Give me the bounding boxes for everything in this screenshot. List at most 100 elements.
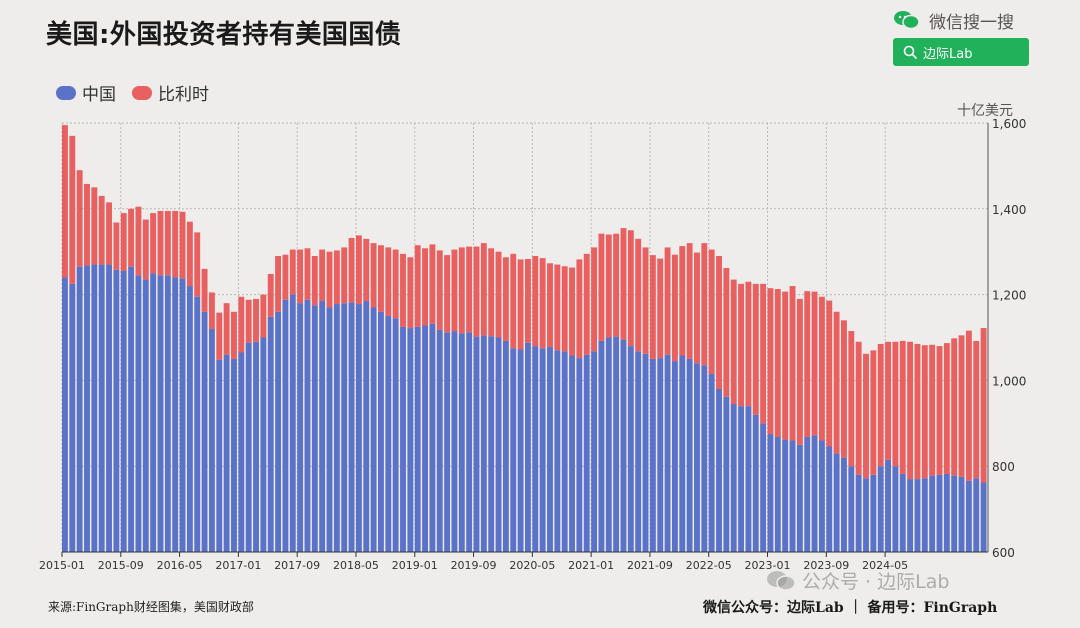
bar-china bbox=[488, 336, 495, 552]
bar-china bbox=[848, 466, 855, 552]
bar-china bbox=[363, 301, 370, 552]
bar-belgium bbox=[569, 267, 575, 356]
bar-china bbox=[62, 277, 68, 552]
wechat-search-text: 边际Lab bbox=[923, 46, 973, 62]
bar-belgium bbox=[576, 259, 583, 359]
bar-china bbox=[818, 440, 825, 552]
bar-china bbox=[341, 303, 348, 552]
bar-belgium bbox=[216, 312, 223, 360]
bar-china bbox=[694, 363, 700, 552]
bar-china bbox=[267, 316, 274, 552]
bar-china bbox=[150, 273, 157, 552]
bar-china bbox=[525, 342, 531, 552]
bar-belgium bbox=[319, 249, 326, 302]
bar-china bbox=[436, 329, 443, 552]
bar-belgium bbox=[466, 246, 473, 333]
y-tick-label: 600 bbox=[992, 546, 1015, 560]
bar-belgium bbox=[289, 249, 296, 295]
bar-china bbox=[208, 328, 215, 552]
bar-belgium bbox=[767, 288, 774, 435]
wechat-search-button[interactable]: 边际Lab bbox=[893, 38, 1029, 66]
bar-china bbox=[370, 307, 377, 552]
bar-china bbox=[679, 355, 686, 552]
bar-belgium bbox=[649, 255, 656, 359]
bar-china bbox=[796, 444, 803, 552]
bar-china bbox=[311, 305, 318, 552]
x-tick-label: 2022-05 bbox=[686, 559, 732, 572]
bar-china bbox=[260, 337, 267, 552]
bar-belgium bbox=[62, 125, 68, 278]
bar-china bbox=[664, 354, 671, 552]
bar-belgium bbox=[782, 291, 789, 440]
bar-china bbox=[319, 301, 326, 552]
bar-china bbox=[297, 303, 304, 552]
bar-china bbox=[502, 340, 509, 552]
bar-china bbox=[745, 406, 752, 552]
bar-belgium bbox=[326, 251, 333, 308]
bar-belgium bbox=[120, 213, 127, 272]
bar-china bbox=[275, 311, 282, 552]
bar-china bbox=[782, 439, 789, 552]
bar-belgium bbox=[69, 135, 76, 284]
bar-belgium bbox=[297, 249, 304, 304]
x-tick-label: 2024-05 bbox=[862, 559, 908, 572]
bar-china bbox=[495, 337, 502, 552]
bar-china bbox=[76, 266, 83, 552]
bar-china bbox=[201, 311, 208, 552]
bar-belgium bbox=[907, 341, 914, 480]
x-tick-label: 2021-01 bbox=[568, 559, 614, 572]
bar-china bbox=[98, 264, 105, 552]
watermark-text: 公众号 · 边际Lab bbox=[802, 571, 950, 593]
bar-belgium bbox=[973, 340, 980, 479]
x-tick-label: 2019-09 bbox=[451, 559, 497, 572]
bar-belgium bbox=[841, 320, 847, 458]
bar-china bbox=[591, 351, 598, 552]
bar-belgium bbox=[378, 245, 384, 312]
bar-china bbox=[855, 474, 862, 552]
bar-china bbox=[113, 269, 120, 552]
bar-china bbox=[716, 388, 722, 552]
bar-china bbox=[921, 478, 928, 552]
bar-china bbox=[943, 473, 950, 552]
bar-belgium bbox=[392, 249, 399, 319]
bar-belgium bbox=[804, 291, 811, 438]
bar-china bbox=[841, 457, 847, 552]
x-tick-label: 2019-01 bbox=[392, 559, 438, 572]
bar-belgium bbox=[539, 258, 546, 349]
bar-belgium bbox=[877, 343, 884, 467]
bar-china bbox=[157, 275, 164, 552]
wechat-search-header[interactable]: 微信搜一搜 bbox=[893, 8, 1033, 33]
bar-belgium bbox=[208, 292, 215, 329]
bar-belgium bbox=[444, 255, 451, 333]
bar-belgium bbox=[679, 246, 686, 356]
bar-belgium bbox=[142, 219, 149, 280]
bar-belgium bbox=[164, 210, 171, 276]
bar-belgium bbox=[965, 330, 972, 481]
x-tick-label: 2017-09 bbox=[274, 559, 320, 572]
bar-belgium bbox=[701, 243, 708, 366]
bar-china bbox=[965, 480, 972, 552]
bar-china bbox=[539, 348, 546, 552]
bar-belgium bbox=[848, 331, 855, 467]
bar-belgium bbox=[591, 247, 598, 352]
bar-belgium bbox=[400, 253, 406, 327]
bar-china bbox=[885, 459, 891, 552]
bar-belgium bbox=[91, 187, 98, 265]
bar-belgium bbox=[473, 246, 480, 337]
bar-belgium bbox=[958, 335, 965, 477]
bar-china bbox=[826, 446, 833, 552]
bar-belgium bbox=[943, 343, 950, 474]
bar-belgium bbox=[760, 283, 767, 424]
bar-china bbox=[451, 331, 458, 552]
bar-belgium bbox=[613, 233, 620, 337]
bar-china bbox=[179, 278, 186, 552]
bar-belgium bbox=[414, 245, 421, 327]
bar-belgium bbox=[348, 237, 355, 303]
bar-china bbox=[870, 474, 877, 552]
bar-china bbox=[708, 373, 715, 552]
x-tick-label: 2015-01 bbox=[39, 559, 85, 572]
bar-belgium bbox=[458, 247, 465, 334]
bar-china bbox=[223, 354, 230, 552]
bar-belgium bbox=[422, 248, 428, 326]
